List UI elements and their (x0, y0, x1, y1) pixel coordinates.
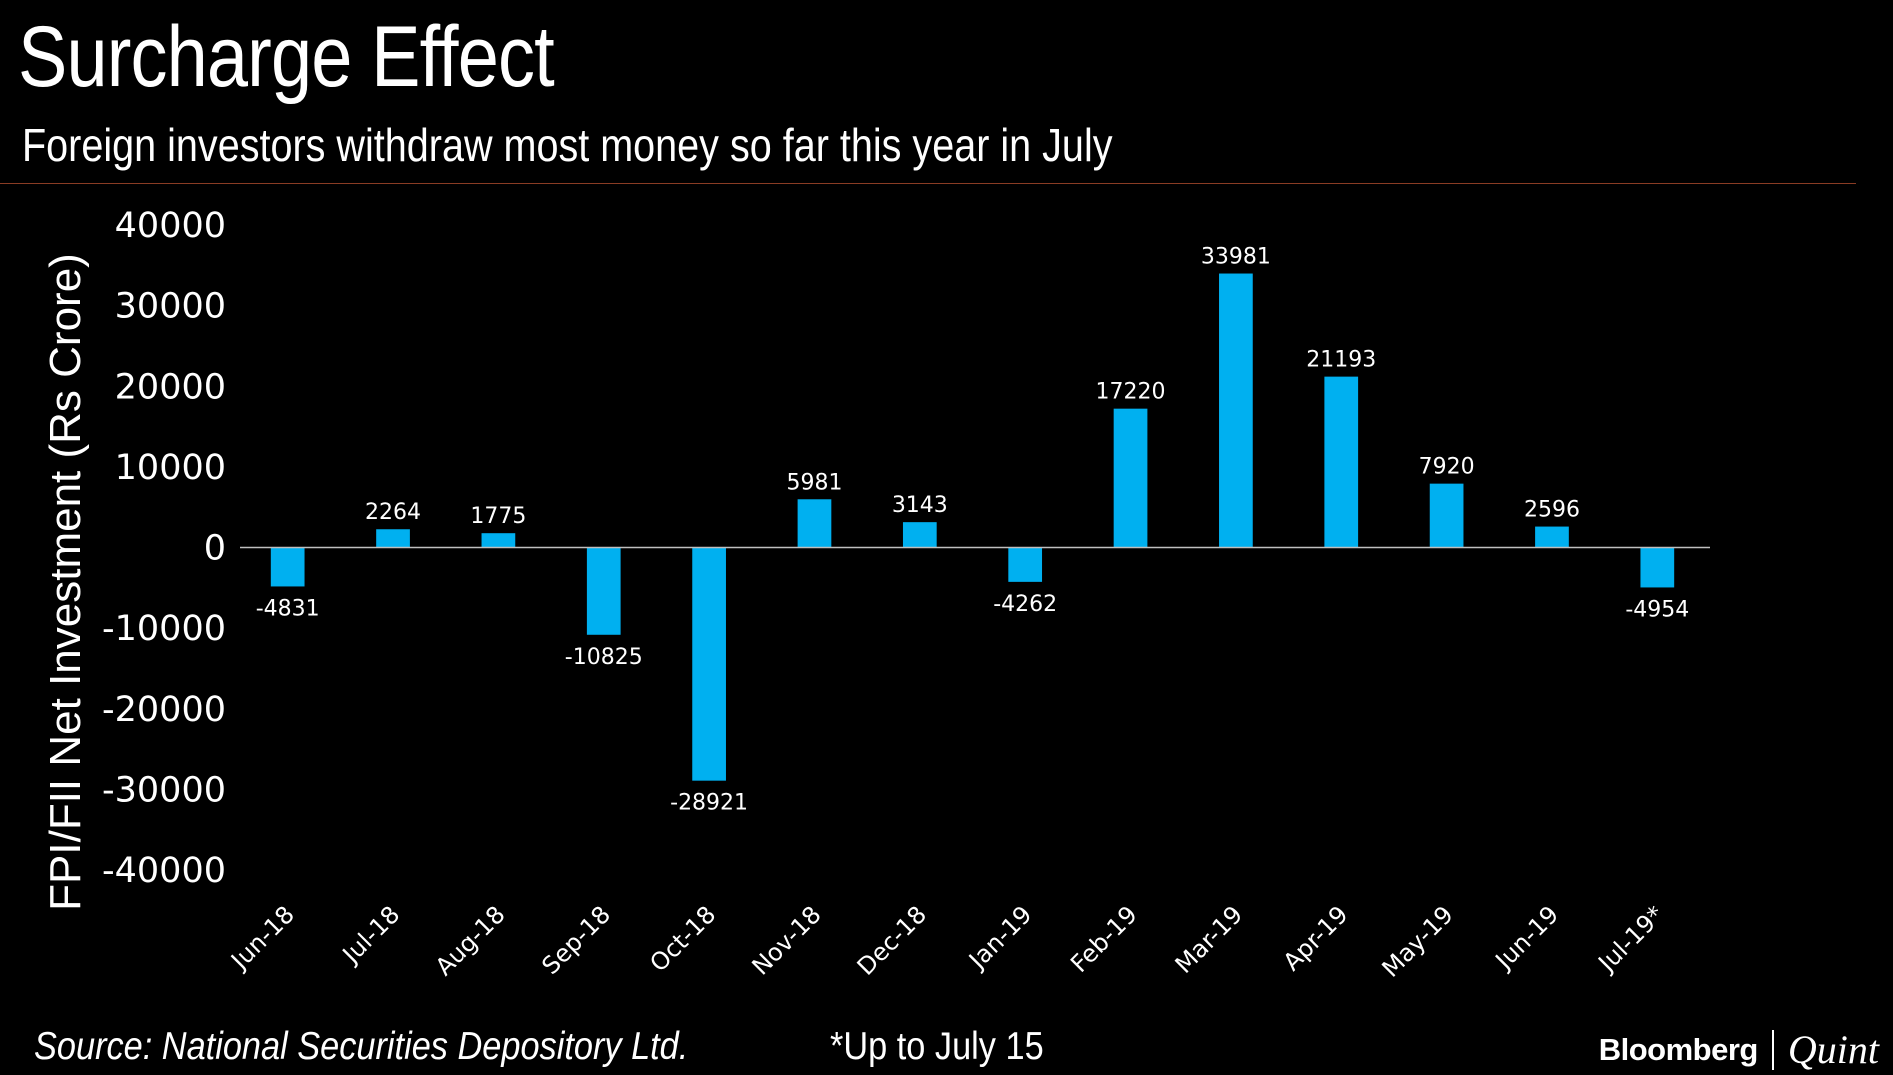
y-tick-label: 20000 (115, 367, 226, 407)
data-labels: -4831 2264 1775 -10825 -28921 5981 3143 -4262 17… (256, 245, 1690, 816)
data-label: 21193 (1306, 348, 1376, 373)
bar (586, 547, 621, 635)
x-tick-label: Jul-19* (1592, 900, 1670, 978)
bar (1008, 547, 1043, 582)
data-label: 2596 (1524, 498, 1580, 523)
x-tick-label: Jun-19 (1489, 900, 1564, 975)
x-tick-label: Nov-18 (747, 900, 827, 980)
x-tick-label: Jun-18 (224, 900, 299, 975)
y-tick-label: 40000 (115, 206, 226, 246)
bar (692, 547, 726, 781)
brand-bloomberg: Bloomberg (1598, 1031, 1759, 1067)
data-label: 33981 (1201, 245, 1271, 270)
bar (902, 522, 937, 548)
x-axis-ticks: Jun-18 Jul-18 Aug-18 Sep-18 Oct-18 Nov-18 Dec-… (224, 900, 1669, 982)
source-note: Source: National Securities Depository L… (34, 1025, 689, 1068)
bar (797, 499, 832, 548)
x-tick-label: Aug-18 (430, 900, 511, 981)
y-tick-label: 10000 (115, 448, 226, 488)
bar (376, 529, 410, 548)
bar (1219, 273, 1253, 548)
bar (1535, 526, 1569, 548)
data-label: -28921 (670, 791, 748, 816)
data-label: 3143 (892, 493, 948, 518)
x-tick-label: Dec-18 (852, 900, 932, 980)
bar (1640, 547, 1675, 588)
y-tick-label: -40000 (102, 851, 226, 891)
data-label: 5981 (786, 470, 842, 495)
x-tick-label: Jan-19 (962, 900, 1037, 975)
data-label: 2264 (365, 500, 421, 525)
chart-subtitle: Foreign investors withdraw most money so… (22, 119, 1113, 171)
y-axis-label: FPI/FII Net Investment (Rs Crore) (41, 253, 90, 911)
data-label: 7920 (1419, 455, 1475, 480)
x-tick-label: Mar-19 (1170, 900, 1248, 978)
bar-series (270, 273, 1675, 781)
data-label: 1775 (470, 504, 526, 529)
chart-title: Surcharge Effect (18, 9, 555, 105)
x-tick-label: Jul-18 (336, 900, 405, 969)
brand-logo: Bloomberg Quint (1599, 1026, 1879, 1073)
data-label: 17220 (1096, 380, 1166, 405)
y-tick-label: 30000 (115, 287, 226, 327)
x-tick-label: Feb-19 (1065, 900, 1143, 978)
footnote: *Up to July 15 (830, 1025, 1044, 1068)
data-label: -4954 (1625, 597, 1689, 622)
x-tick-label: Sep-18 (536, 900, 616, 980)
bar (1324, 376, 1359, 548)
bar (1429, 483, 1464, 548)
data-label: -4262 (993, 592, 1057, 617)
data-label: -4831 (256, 596, 320, 621)
y-tick-label: -20000 (102, 690, 226, 730)
brand-separator (1771, 1029, 1774, 1070)
x-tick-label: Apr-19 (1278, 900, 1354, 976)
y-axis-ticks: 40000 30000 20000 10000 0 -10000 -20000 -30000 -… (102, 206, 226, 891)
bar (481, 533, 516, 548)
y-tick-label: -10000 (102, 609, 226, 649)
y-tick-label: 0 (204, 529, 226, 569)
x-tick-label: May-19 (1377, 900, 1459, 982)
x-tick-label: Oct-18 (644, 900, 721, 977)
bar (1113, 408, 1148, 548)
header-divider (0, 183, 1856, 184)
brand-quint: Quint (1787, 1027, 1879, 1072)
data-label: -10825 (565, 645, 643, 670)
y-tick-label: -30000 (102, 770, 226, 810)
bar (270, 547, 305, 587)
